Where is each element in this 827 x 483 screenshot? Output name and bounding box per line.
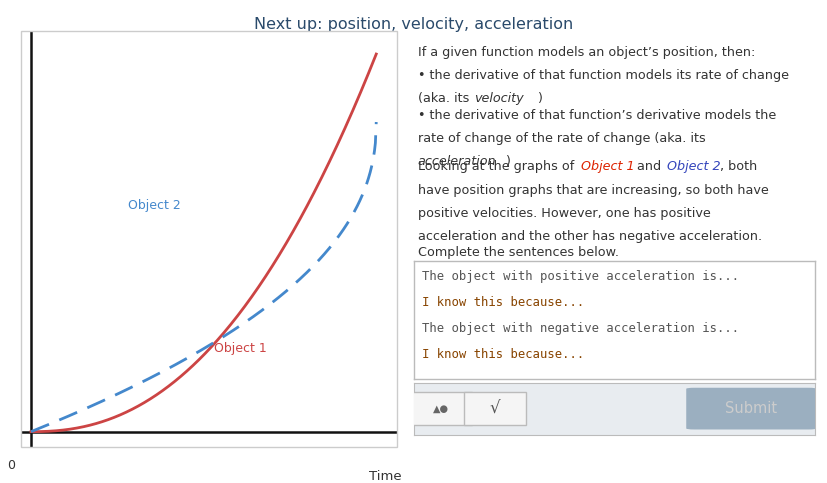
Text: The object with positive acceleration is...: The object with positive acceleration is…	[422, 270, 739, 284]
Text: Complete the sentences below.: Complete the sentences below.	[418, 246, 619, 259]
Text: Looking at the graphs of: Looking at the graphs of	[418, 160, 578, 173]
Text: velocity: velocity	[474, 92, 523, 105]
FancyBboxPatch shape	[686, 388, 816, 429]
FancyBboxPatch shape	[464, 392, 526, 426]
Text: Object 1: Object 1	[214, 342, 267, 355]
Text: acceleration and the other has negative acceleration.: acceleration and the other has negative …	[418, 230, 762, 243]
Text: Object 1: Object 1	[581, 160, 634, 173]
Text: ): )	[537, 92, 542, 105]
Text: √: √	[490, 399, 500, 418]
Text: ▲●: ▲●	[433, 404, 448, 413]
Text: The object with negative acceleration is...: The object with negative acceleration is…	[422, 322, 739, 335]
Text: Object 2: Object 2	[667, 160, 720, 173]
Text: Next up: position, velocity, acceleration: Next up: position, velocity, acceleratio…	[254, 17, 573, 32]
Text: and: and	[633, 160, 666, 173]
Text: Submit: Submit	[725, 401, 777, 416]
Text: (aka. its: (aka. its	[418, 92, 473, 105]
Text: I know this because...: I know this because...	[422, 348, 584, 361]
Text: acceleration: acceleration	[418, 155, 496, 168]
Text: positive velocities. However, one has positive: positive velocities. However, one has po…	[418, 207, 710, 220]
Text: have position graphs that are increasing, so both have: have position graphs that are increasing…	[418, 184, 768, 197]
Text: 0: 0	[7, 459, 15, 472]
FancyBboxPatch shape	[409, 392, 471, 426]
Text: ): )	[505, 155, 510, 168]
Text: I know this because...: I know this because...	[422, 296, 584, 309]
Text: Time: Time	[370, 469, 402, 483]
Text: , both: , both	[720, 160, 758, 173]
Text: • the derivative of that function’s derivative models the: • the derivative of that function’s deri…	[418, 109, 776, 122]
Text: Object 2: Object 2	[127, 199, 180, 212]
Text: If a given function models an object’s position, then:: If a given function models an object’s p…	[418, 46, 755, 59]
Text: rate of change of the rate of change (aka. its: rate of change of the rate of change (ak…	[418, 132, 705, 145]
Text: • the derivative of that function models its rate of change: • the derivative of that function models…	[418, 69, 789, 82]
